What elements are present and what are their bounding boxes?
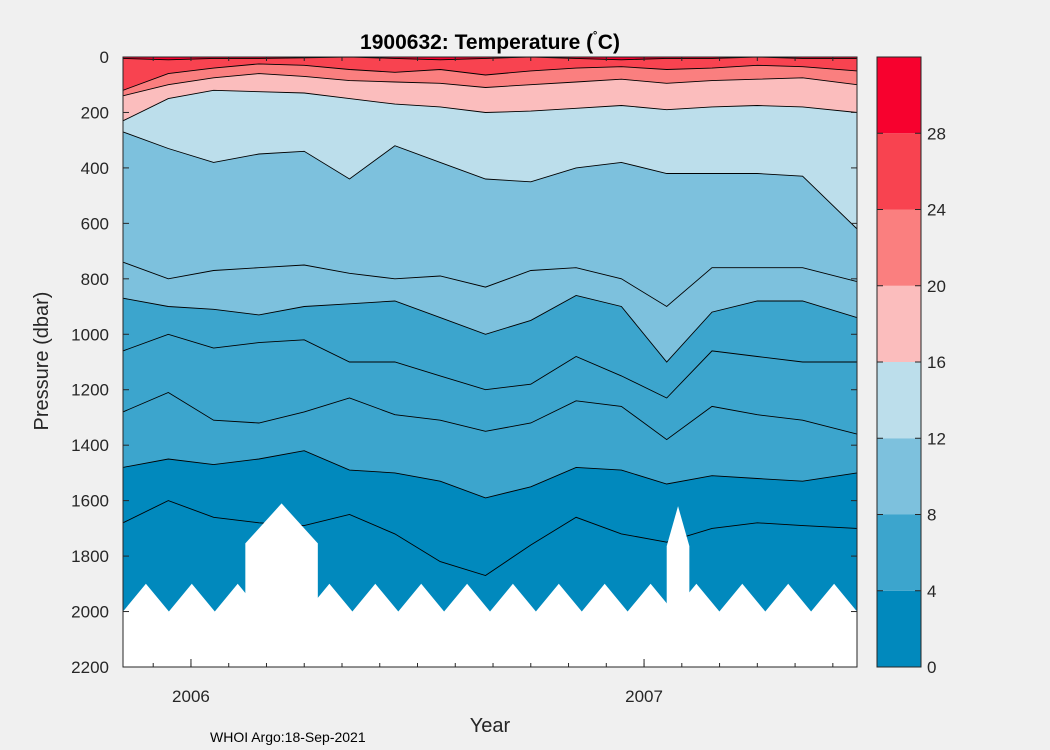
no-data-masks — [123, 503, 857, 667]
isotherm-24 — [123, 63, 857, 91]
footer-credit: WHOI Argo:18-Sep-2021 — [210, 729, 366, 745]
contour-band-10-8 — [123, 262, 857, 362]
y-tick-label: 600 — [81, 214, 109, 233]
plot-frame — [122, 56, 858, 668]
title-main: 1900632: Temperature ( — [360, 31, 593, 54]
y-axis: 0 200 400 600 800 1000 1200 1400 1600 1800 2000 220… — [71, 48, 857, 677]
x-axis: 2006 2007 — [152, 57, 834, 706]
y-tick-label: 1400 — [71, 436, 109, 455]
no-data-bottom — [123, 583, 857, 667]
title-degree-sign: ˚ — [593, 29, 598, 45]
colorbar-band-24-28 — [877, 133, 921, 210]
y-tick-label: 1800 — [71, 547, 109, 566]
isotherm-8 — [123, 295, 857, 363]
y-axis-label: Pressure (dbar) — [31, 292, 53, 431]
x-tick-label: 2006 — [172, 687, 210, 706]
y-tick-label: 1600 — [71, 492, 109, 511]
isotherm-4 — [123, 450, 857, 499]
isotherm-10 — [123, 261, 857, 308]
isotherm-5 — [123, 391, 857, 441]
colorbar-tick-label: 28 — [927, 124, 946, 143]
plot-area — [122, 56, 858, 668]
colorbar-band-0-4 — [877, 590, 921, 667]
contour-band-4-3.5 — [123, 450, 857, 576]
y-tick-label: 800 — [81, 270, 109, 289]
chart-title: 1900632: Temperature (˚C) — [360, 29, 620, 54]
contour-band-24-20 — [123, 63, 857, 96]
y-tick-label: 1200 — [71, 381, 109, 400]
colorbar-tick-label: 12 — [927, 429, 946, 448]
contour-fills — [123, 57, 857, 667]
colorbar-tick-label: 0 — [927, 658, 936, 677]
y-tick-label: 200 — [81, 103, 109, 122]
colorbar-band-28-32 — [877, 57, 921, 134]
contour-band-12-10 — [123, 131, 857, 307]
isotherm-6 — [123, 333, 857, 399]
isotherm-12 — [123, 131, 857, 230]
colorbar-band-4-8 — [877, 514, 921, 591]
y-tick-label: 0 — [100, 48, 109, 67]
contour-band-16-12 — [123, 90, 857, 229]
isotherm-20 — [123, 73, 857, 97]
isotherm-28 — [123, 57, 857, 61]
colorbar-tick-label: 8 — [927, 506, 936, 525]
y-tick-label: 400 — [81, 159, 109, 178]
no-data-gap-2 — [666, 506, 690, 612]
title-unit: C) — [598, 31, 620, 54]
x-axis-label: Year — [470, 715, 511, 737]
colorbar: 0 4 8 12 16 20 24 28 — [876, 56, 946, 677]
colorbar-band-8-12 — [877, 438, 921, 515]
colorbar-band-20-24 — [877, 209, 921, 286]
colorbar-tick-label: 4 — [927, 582, 936, 601]
y-tick-label: 2200 — [71, 658, 109, 677]
colorbar-tick-label: 24 — [927, 201, 946, 220]
y-tick-label: 2000 — [71, 603, 109, 622]
contour-band-5-4 — [123, 392, 857, 498]
x-tick-label: 2007 — [625, 687, 663, 706]
no-data-gap-1 — [245, 503, 318, 612]
isotherm-3-5 — [123, 500, 857, 576]
y-tick-label: 1000 — [71, 325, 109, 344]
contour-band-6-5 — [123, 334, 857, 440]
colorbar-tick-label: 16 — [927, 353, 946, 372]
isotherm-16 — [123, 89, 857, 122]
contour-band-8-6 — [123, 295, 857, 398]
colorbar-band-12-16 — [877, 362, 921, 439]
contour-lines — [123, 57, 857, 576]
colorbar-tick-label: 20 — [927, 277, 946, 296]
colorbar-band-16-20 — [877, 285, 921, 362]
